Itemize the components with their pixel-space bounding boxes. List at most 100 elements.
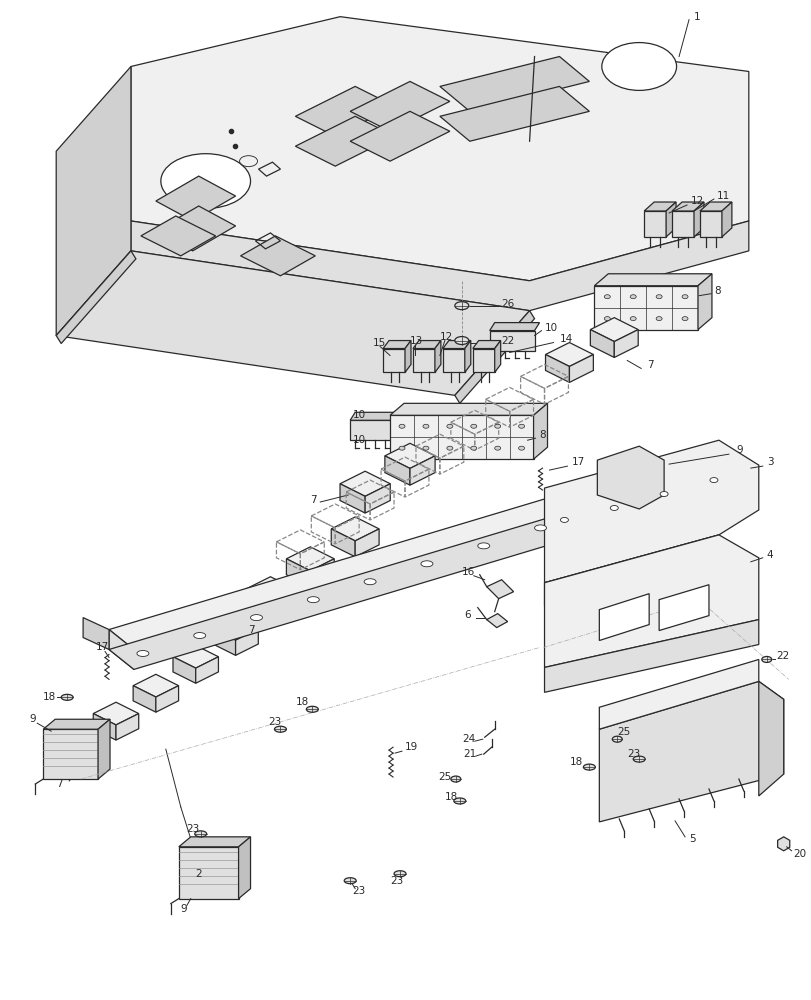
Polygon shape [295,116,394,166]
Text: 9: 9 [29,714,36,724]
Ellipse shape [603,317,610,321]
Polygon shape [383,341,410,349]
Ellipse shape [601,43,676,90]
Ellipse shape [681,295,687,299]
Text: 23: 23 [352,886,365,896]
Polygon shape [599,594,648,641]
Polygon shape [697,274,711,330]
Polygon shape [643,202,676,211]
Ellipse shape [137,650,148,656]
Polygon shape [286,547,334,571]
Ellipse shape [344,878,356,884]
Polygon shape [721,202,731,237]
Polygon shape [295,86,394,136]
Polygon shape [777,837,789,851]
Text: 6: 6 [463,610,470,620]
Text: 1: 1 [693,12,700,22]
Ellipse shape [470,446,476,450]
Text: 17: 17 [571,457,584,467]
Polygon shape [56,251,135,344]
Polygon shape [643,211,665,237]
Polygon shape [699,211,721,237]
Polygon shape [93,714,116,740]
Polygon shape [133,686,156,712]
Polygon shape [389,415,533,459]
Text: 15: 15 [372,338,386,348]
Polygon shape [545,354,569,382]
Text: 25: 25 [437,772,451,782]
Ellipse shape [603,295,610,299]
Ellipse shape [681,317,687,321]
Polygon shape [131,17,748,281]
Ellipse shape [363,579,375,585]
Text: 18: 18 [444,792,457,802]
Ellipse shape [454,337,468,345]
Polygon shape [594,274,711,286]
Polygon shape [410,456,435,485]
Polygon shape [43,729,98,779]
Polygon shape [454,311,534,403]
Polygon shape [133,674,178,697]
Polygon shape [76,743,99,770]
Polygon shape [116,714,139,740]
Polygon shape [93,702,139,725]
Text: 10: 10 [353,435,366,445]
Polygon shape [56,251,529,395]
Text: 9: 9 [181,904,187,914]
Ellipse shape [454,302,468,310]
Polygon shape [472,349,494,372]
Polygon shape [354,529,379,557]
Polygon shape [331,517,379,541]
Polygon shape [545,343,593,366]
Text: 22: 22 [776,651,789,661]
Polygon shape [247,577,294,601]
Text: 13: 13 [410,336,423,346]
Polygon shape [178,837,251,847]
Text: 7: 7 [310,495,316,505]
Polygon shape [340,471,390,496]
Polygon shape [413,349,435,372]
Polygon shape [109,490,599,649]
Polygon shape [489,331,534,351]
Polygon shape [693,202,703,237]
Ellipse shape [446,446,453,450]
Polygon shape [672,202,703,211]
Polygon shape [435,341,440,372]
Text: 16: 16 [461,567,474,577]
Polygon shape [240,236,315,276]
Ellipse shape [633,756,645,762]
Polygon shape [54,743,76,770]
Polygon shape [365,484,390,513]
Text: 23: 23 [626,749,640,759]
Ellipse shape [518,446,524,450]
Polygon shape [594,286,697,330]
Polygon shape [489,323,539,331]
Polygon shape [56,66,131,336]
Polygon shape [178,847,238,899]
Text: 20: 20 [792,849,806,859]
Polygon shape [212,617,258,640]
Polygon shape [544,440,757,583]
Ellipse shape [307,597,319,603]
Polygon shape [331,529,354,557]
Polygon shape [156,206,235,251]
Ellipse shape [494,446,500,450]
Text: 7: 7 [56,779,62,789]
Polygon shape [54,732,99,755]
Polygon shape [486,614,507,628]
Polygon shape [413,341,440,349]
Polygon shape [665,202,676,237]
Text: 4: 4 [766,550,772,560]
Polygon shape [83,618,109,649]
Polygon shape [544,535,757,667]
Ellipse shape [629,295,636,299]
Ellipse shape [709,478,717,483]
Polygon shape [544,620,757,692]
Polygon shape [486,580,513,599]
Ellipse shape [518,424,524,428]
Polygon shape [442,349,464,372]
Polygon shape [544,535,718,606]
Text: 26: 26 [501,299,514,309]
Polygon shape [131,221,748,311]
Polygon shape [270,589,294,617]
